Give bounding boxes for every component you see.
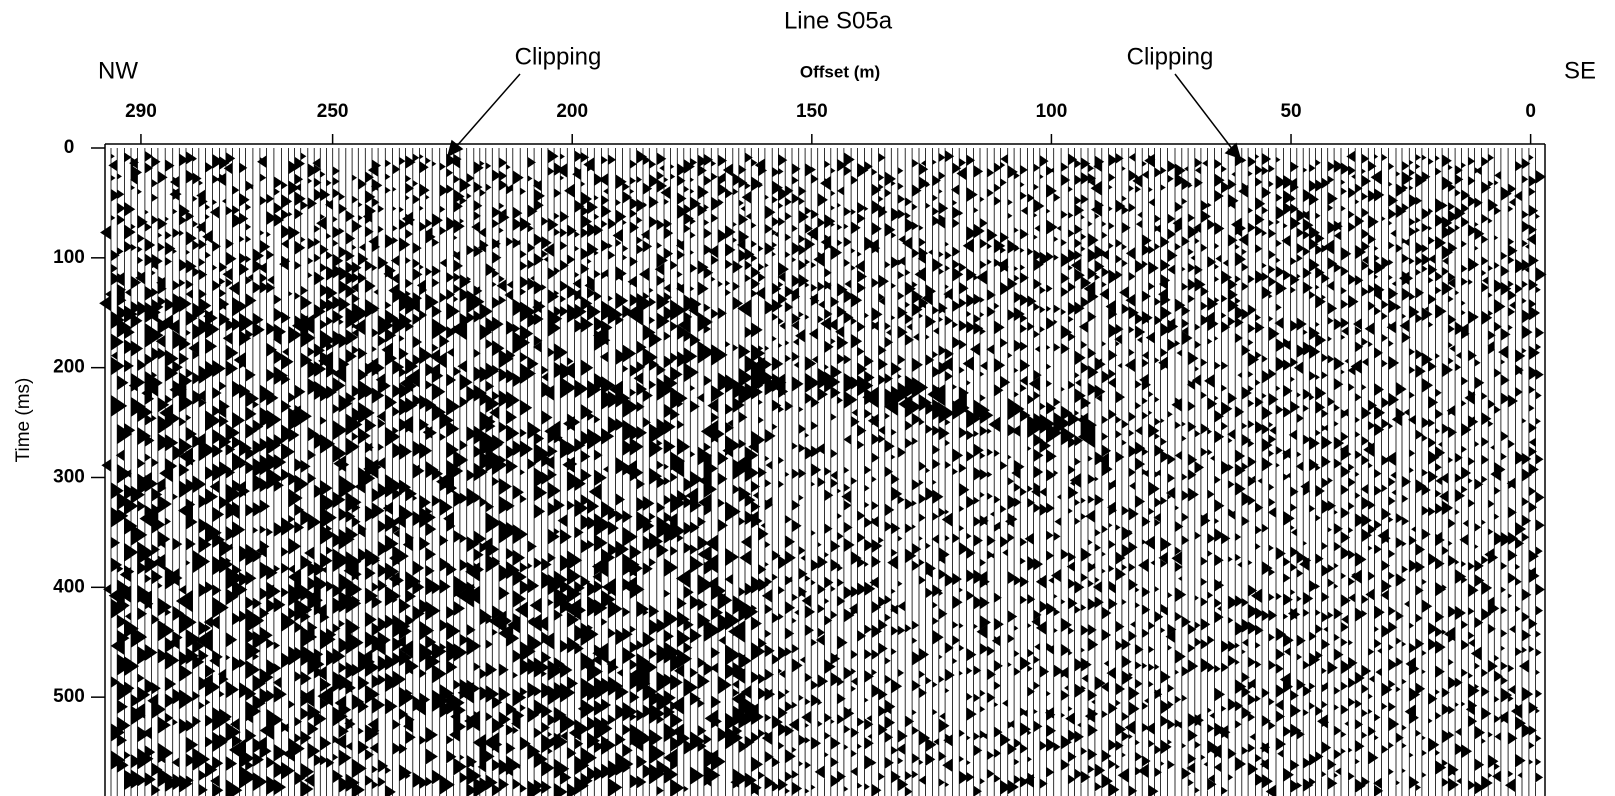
arrow: [1175, 74, 1233, 150]
trace: [1125, 148, 1144, 796]
trace: [929, 148, 954, 796]
y-axis-label: Time (ms): [13, 378, 34, 463]
trace: [775, 148, 789, 796]
trace: [1228, 148, 1246, 796]
annotation: Clipping: [515, 43, 602, 70]
trace: [1456, 148, 1472, 796]
trace: [699, 148, 727, 796]
x-tick-label: 100: [1036, 101, 1068, 122]
y-tick-label: 100: [53, 247, 85, 268]
arrow: [455, 74, 520, 148]
y-tick-label: 300: [53, 467, 85, 488]
direction-right: SE: [1564, 57, 1596, 84]
trace: [697, 148, 720, 796]
x-tick-label: 200: [556, 101, 588, 122]
direction-left: NW: [98, 57, 138, 84]
x-tick-label: 150: [796, 101, 828, 122]
trace: [389, 148, 415, 796]
x-tick-label: 50: [1280, 101, 1301, 122]
trace: [537, 148, 563, 796]
traces: [100, 148, 1546, 796]
trace: [1079, 148, 1105, 796]
trace: [914, 148, 932, 796]
x-tick-label: 0: [1525, 101, 1536, 122]
x-tick-label: 290: [125, 101, 157, 122]
chart-title: Line S05a: [784, 7, 893, 34]
trace: [879, 148, 898, 796]
trace: [1024, 148, 1044, 796]
trace: [565, 148, 598, 796]
trace: [928, 148, 954, 796]
chart: Line S05a NW SE Offset (m) Time (ms) Cli…: [0, 0, 1615, 796]
trace: [590, 148, 617, 796]
trace: [1118, 148, 1138, 796]
y-tick-label: 400: [53, 576, 85, 597]
annotation: Clipping: [1127, 43, 1214, 70]
x-tick-label: 250: [317, 101, 349, 122]
trace: [899, 148, 927, 796]
trace: [1133, 148, 1152, 796]
x-axis-label: Offset (m): [800, 62, 880, 81]
y-tick-label: 200: [53, 357, 85, 378]
y-tick-label: 500: [53, 686, 85, 707]
y-tick-label: 0: [64, 137, 75, 158]
